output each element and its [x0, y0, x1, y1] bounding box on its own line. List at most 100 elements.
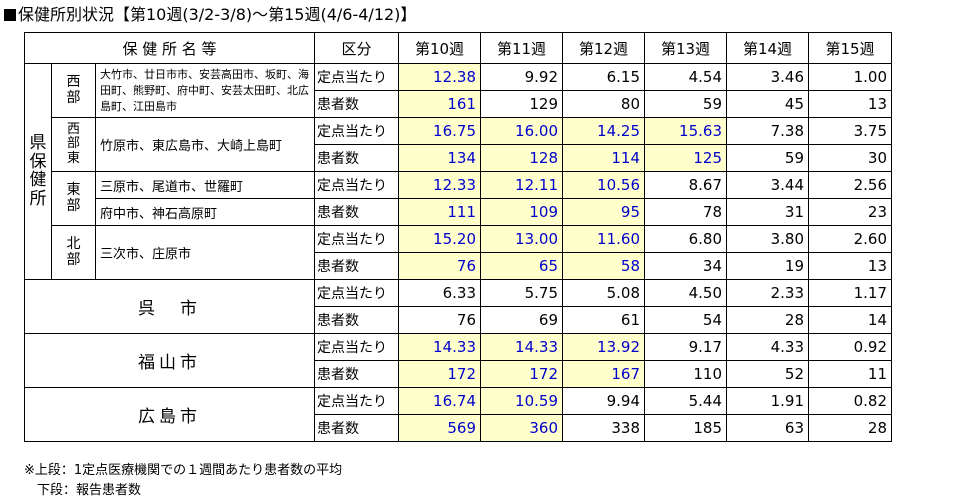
rate-cell: 1.17 — [808, 279, 892, 307]
rate-label: 定点当たり — [314, 171, 399, 199]
patients-label: 患者数 — [314, 306, 399, 334]
patients-cell: 129 — [480, 90, 563, 118]
rate-cell: 7.38 — [726, 117, 809, 145]
rate-cell: 2.60 — [808, 225, 892, 253]
patients-cell: 58 — [562, 252, 645, 280]
header-category: 区分 — [314, 32, 399, 64]
patients-cell: 28 — [808, 414, 892, 442]
table-row: 患者数 161 129 80 59 45 13 — [25, 90, 892, 118]
patients-cell: 161 — [398, 90, 481, 118]
city-name: 福山市 — [24, 333, 315, 388]
patients-cell: 109 — [480, 198, 563, 226]
patients-cell: 185 — [644, 414, 727, 442]
note-upper: ※上段：1定点医療機関での１週間あたり患者数の平均 — [24, 463, 343, 478]
header-week: 第10週 — [398, 32, 481, 64]
rate-cell: 2.56 — [808, 171, 892, 199]
note-lower: 下段：報告患者数 — [24, 483, 142, 498]
district-label: 西部東 — [51, 117, 96, 172]
rate-cell: 4.33 — [726, 333, 809, 361]
header-name: 保 健 所 名 等 — [24, 32, 315, 64]
health-center-table: 保 健 所 名 等区分 第10週 第11週 第12週 第13週 第14週 第15週 県保健所西… — [24, 32, 892, 442]
header-week: 第14週 — [726, 32, 809, 64]
patients-cell: 167 — [562, 360, 645, 388]
patients-cell: 13 — [808, 252, 892, 280]
patients-cell: 31 — [726, 198, 809, 226]
patients-cell: 11 — [808, 360, 892, 388]
rate-cell: 6.33 — [398, 279, 481, 307]
black-square-icon — [4, 9, 16, 21]
rate-label: 定点当たり — [314, 279, 399, 307]
patients-cell: 78 — [644, 198, 727, 226]
table-row: 患者数 134 128 114 125 59 30 — [25, 144, 892, 172]
rate-cell: 12.11 — [480, 171, 563, 199]
table-row: 患者数 569 360 338 185 63 28 — [25, 414, 892, 442]
patients-label: 患者数 — [314, 198, 399, 226]
table-row: 呉 市定点当たり 6.33 5.75 5.08 4.50 2.33 1.17 — [24, 279, 892, 334]
patients-cell: 63 — [726, 414, 809, 442]
patients-cell: 111 — [398, 198, 481, 226]
patients-cell: 13 — [808, 90, 892, 118]
patients-label: 患者数 — [314, 414, 399, 442]
rate-cell: 12.33 — [398, 171, 481, 199]
rate-cell: 16.74 — [398, 387, 481, 415]
rate-cell: 3.75 — [808, 117, 892, 145]
rate-cell: 0.82 — [808, 387, 892, 415]
header-week: 第11週 — [480, 32, 563, 64]
table-row: 広島市 定点当たり 16.74 10.59 9.94 5.44 1.91 0.82 — [24, 387, 892, 442]
rate-cell: 4.50 — [644, 279, 727, 307]
rate-cell: 16.75 — [398, 117, 481, 145]
rate-cell: 2.33 — [726, 279, 809, 307]
city-name: 広島市 — [24, 387, 315, 442]
rate-cell: 10.56 — [562, 171, 645, 199]
district-label: 西部 — [51, 63, 96, 118]
patients-cell: 65 — [480, 252, 563, 280]
rate-cell: 13.92 — [562, 333, 645, 361]
patients-cell: 338 — [562, 414, 645, 442]
rate-cell: 9.17 — [644, 333, 727, 361]
header-row: 保 健 所 名 等区分 第10週 第11週 第12週 第13週 第14週 第15週 — [24, 32, 892, 64]
patients-cell: 59 — [644, 90, 727, 118]
header-week: 第15週 — [808, 32, 892, 64]
rate-cell: 1.91 — [726, 387, 809, 415]
patients-cell: 172 — [480, 360, 563, 388]
page-title: 保健所別状況【第10週(3/2-3/8)～第15週(4/6-4/12)】 — [4, 5, 416, 25]
rate-cell: 4.54 — [644, 63, 727, 91]
rate-label: 定点当たり — [314, 333, 399, 361]
table-row: 西部東 竹原市、東広島市、大崎上島町 定点当たり 16.75 16.00 14.25 15.… — [25, 117, 892, 172]
rate-cell: 9.92 — [480, 63, 563, 91]
rate-cell: 5.08 — [562, 279, 645, 307]
district-text: 西部 — [66, 74, 81, 106]
patients-cell: 569 — [398, 414, 481, 442]
header-week: 第12週 — [562, 32, 645, 64]
rate-cell: 13.00 — [480, 225, 563, 253]
patients-label: 患者数 — [314, 144, 399, 172]
rate-cell: 6.15 — [562, 63, 645, 91]
table-row: 府中市、神石高原町 患者数 111 109 95 78 31 23 — [25, 198, 892, 226]
district-label: 北部 — [51, 225, 96, 280]
area-list: 竹原市、東広島市、大崎上島町 — [95, 117, 315, 172]
patients-cell: 80 — [562, 90, 645, 118]
patients-cell: 45 — [726, 90, 809, 118]
rate-cell: 14.33 — [480, 333, 563, 361]
patients-label: 患者数 — [314, 360, 399, 388]
patients-cell: 30 — [808, 144, 892, 172]
area-list: 三原市、尾道市、世羅町 — [95, 171, 315, 199]
rate-cell: 3.46 — [726, 63, 809, 91]
table-row: 福山市 定点当たり 14.33 14.33 13.92 9.17 4.33 0.92 — [24, 333, 892, 388]
rate-cell: 15.20 — [398, 225, 481, 253]
rate-cell: 1.00 — [808, 63, 892, 91]
rate-cell: 5.75 — [480, 279, 563, 307]
rate-cell: 10.59 — [480, 387, 563, 415]
table-row: 北部 三次市、庄原市 定点当たり 15.20 13.00 11.60 6.80 3.80 2.6… — [25, 225, 892, 280]
rate-cell: 5.44 — [644, 387, 727, 415]
patients-cell: 23 — [808, 198, 892, 226]
rate-cell: 14.25 — [562, 117, 645, 145]
rate-cell: 8.67 — [644, 171, 727, 199]
rate-cell: 14.33 — [398, 333, 481, 361]
patients-cell: 172 — [398, 360, 481, 388]
district-text: 西部東 — [67, 122, 81, 166]
rate-cell: 9.94 — [562, 387, 645, 415]
area-list: 大竹市、廿日市市、安芸高田市、坂町、海田町、熊野町、府中町、安芸太田町、北広島町… — [95, 63, 315, 118]
patients-cell: 52 — [726, 360, 809, 388]
patients-cell: 14 — [808, 306, 892, 334]
